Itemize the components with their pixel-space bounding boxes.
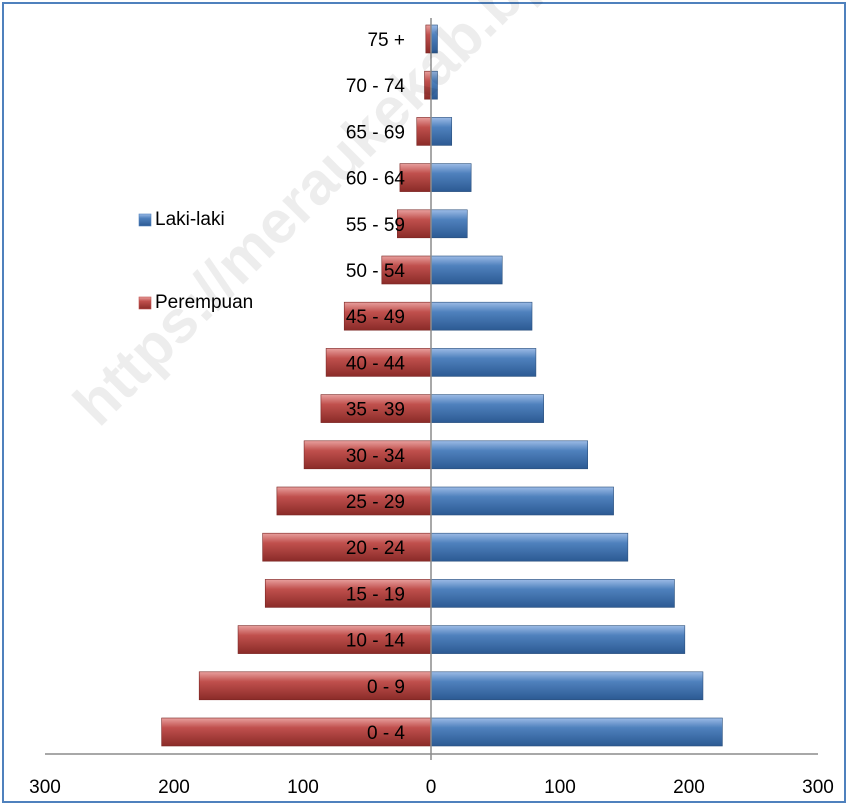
category-label: 70 - 74 [346, 76, 406, 97]
bar-perempuan [425, 24, 432, 54]
category-label: 75 + [367, 30, 405, 51]
category-label: 40 - 44 [346, 353, 406, 374]
category-label: 45 - 49 [346, 307, 405, 328]
bar-laki-laki [430, 301, 533, 331]
category-label: 0 - 9 [367, 677, 405, 698]
category-label: 30 - 34 [346, 446, 406, 467]
bar-perempuan [381, 255, 432, 285]
category-label: 10 - 14 [346, 631, 406, 652]
x-tick-label: 200 [158, 777, 190, 798]
bar-perempuan [325, 348, 432, 377]
category-label: 20 - 24 [346, 538, 406, 559]
x-tick-label: 100 [287, 777, 319, 798]
bar-laki-laki [430, 24, 438, 54]
bar-laki-laki [430, 440, 588, 470]
category-label: 50 - 54 [346, 261, 406, 282]
category-label: 60 - 64 [346, 169, 406, 190]
x-tick-label: 300 [802, 777, 834, 798]
x-tick-label: 300 [29, 777, 61, 798]
legend-swatch [138, 213, 152, 227]
category-label: 25 - 29 [346, 492, 405, 513]
bar-perempuan [399, 163, 432, 192]
bar-laki-laki [430, 579, 675, 608]
bar-laki-laki [430, 625, 686, 654]
legend-label: Laki-laki [155, 209, 225, 230]
bar-laki-laki [430, 348, 537, 377]
bar-laki-laki [430, 717, 723, 747]
category-labels: 0 - 4 0 - 9 10 - 14 15 - 19 20 - 24 25 - 29 30… [346, 30, 406, 744]
x-tick-labels: 300 200 100 0 100 200 300 [29, 777, 834, 798]
legend-swatch [138, 296, 152, 310]
legend: Laki-laki Perempuan [138, 209, 253, 313]
bar-laki-laki [430, 117, 453, 146]
category-label: 15 - 19 [346, 584, 405, 605]
bars-group [161, 24, 723, 747]
category-label: 35 - 39 [346, 400, 405, 421]
bar-perempuan [161, 717, 432, 747]
x-tick-label: 200 [673, 777, 705, 798]
bar-laki-laki [430, 394, 544, 423]
bar-laki-laki [430, 255, 503, 285]
bar-perempuan [320, 394, 432, 423]
x-tick-label: 100 [544, 777, 576, 798]
legend-label: Perempuan [155, 292, 253, 313]
bar-perempuan [198, 671, 432, 701]
bar-perempuan [237, 625, 432, 654]
category-label: 65 - 69 [346, 122, 405, 143]
bar-laki-laki [430, 532, 629, 562]
bar-perempuan [264, 579, 432, 608]
bar-perempuan [397, 209, 432, 239]
bar-laki-laki [430, 209, 468, 239]
x-tick-label: 0 [426, 777, 437, 798]
bar-laki-laki [430, 163, 472, 192]
category-label: 0 - 4 [367, 723, 405, 744]
bar-laki-laki [430, 70, 438, 100]
bar-laki-laki [430, 486, 614, 516]
bar-laki-laki [430, 671, 704, 701]
bar-perempuan [416, 117, 432, 146]
bar-perempuan [424, 70, 432, 100]
bar-perempuan [276, 486, 432, 516]
category-label: 55 - 59 [346, 215, 405, 236]
bar-perempuan [303, 440, 432, 470]
bar-perempuan [262, 532, 432, 562]
